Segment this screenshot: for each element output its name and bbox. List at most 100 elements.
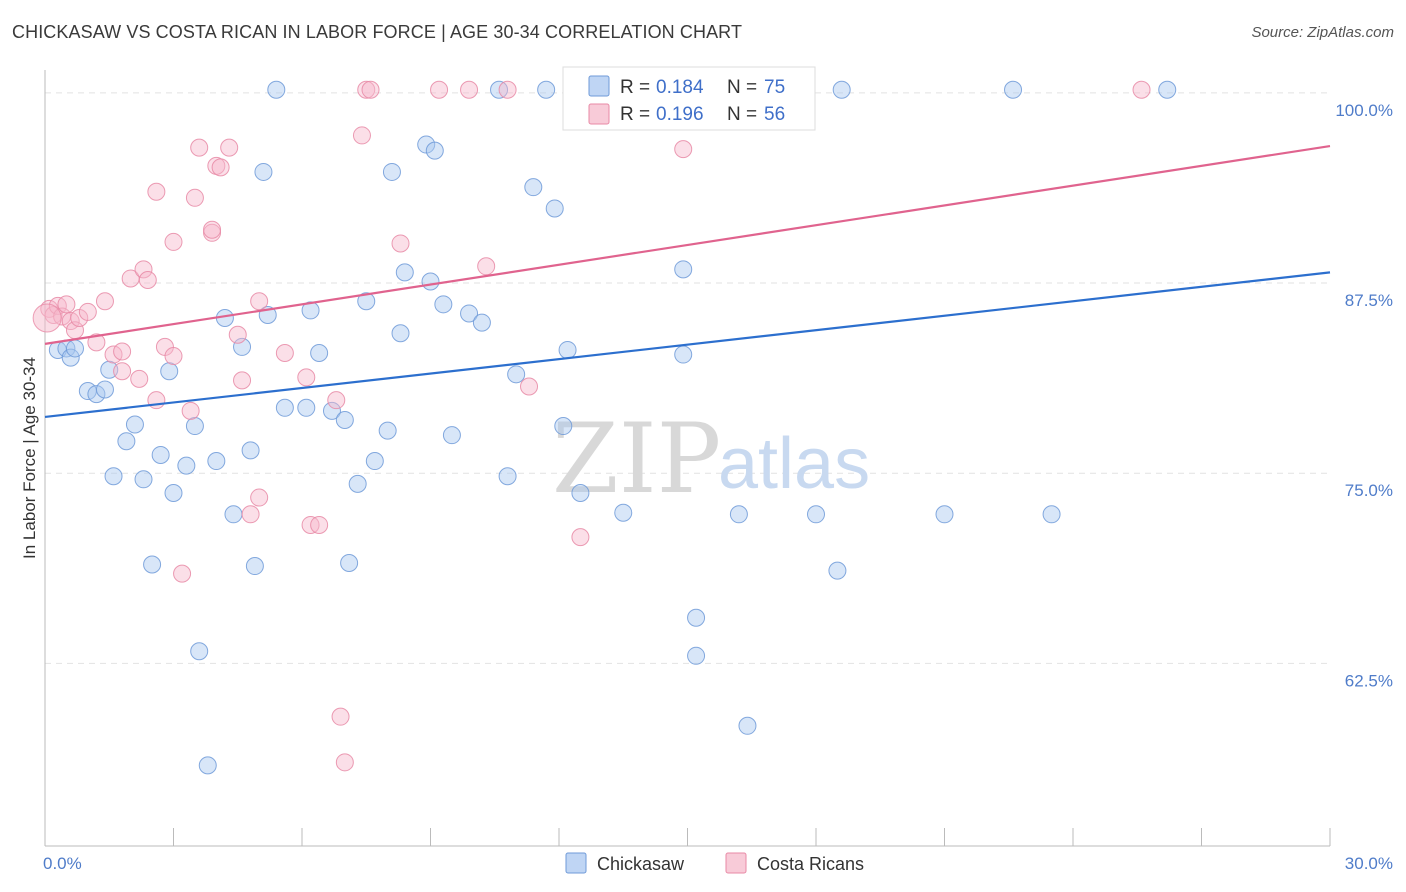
bottom-legend-chickasaw: Chickasaw <box>597 854 685 874</box>
watermark-zip: ZIP <box>552 403 721 515</box>
chickasaw-point <box>365 452 384 471</box>
chickasaw-point <box>395 263 414 282</box>
watermark: ZIP atlas <box>552 403 870 515</box>
chickasaw-point <box>442 426 461 445</box>
chickasaw-point <box>434 295 453 314</box>
costa-ricans-point <box>477 257 496 276</box>
chickasaw-point <box>537 80 556 99</box>
chickasaw-point <box>472 313 491 332</box>
chickasaw-point <box>391 324 410 343</box>
series-chickasaw-points <box>48 80 1177 775</box>
chickasaw-point <box>100 360 119 379</box>
chickasaw-point <box>104 467 123 486</box>
chickasaw-point <box>832 80 851 99</box>
costa-ricans-point <box>173 564 192 583</box>
costa-ricans-point <box>87 333 106 352</box>
chickasaw-point <box>807 505 825 524</box>
costa-ricans-point <box>185 188 204 207</box>
chickasaw-point <box>828 561 847 580</box>
chickasaw-point <box>558 340 577 359</box>
chickasaw-point <box>729 505 748 524</box>
legend-n-value: 56 <box>764 104 785 125</box>
chart-title: CHICKASAW VS COSTA RICAN IN LABOR FORCE … <box>12 22 743 42</box>
chickasaw-point <box>425 141 444 160</box>
costa-ricans-point <box>357 80 376 99</box>
legend-r-value: 0.196 <box>656 104 704 125</box>
chickasaw-point <box>233 337 252 356</box>
chickasaw-point <box>1042 505 1061 524</box>
costa-ricans-point <box>250 488 269 507</box>
chickasaw-point <box>421 272 440 291</box>
chickasaw-point <box>61 348 80 367</box>
bottom-legend-swatch-chickasaw <box>565 852 587 874</box>
costa-ricans-point <box>138 270 157 289</box>
chickasaw-point <box>198 756 217 775</box>
costa-ricans-point <box>498 80 517 99</box>
chickasaw-point <box>143 555 162 574</box>
chickasaw-point <box>117 432 136 451</box>
legend-r-value: 0.184 <box>656 77 704 98</box>
chickasaw-point <box>614 503 633 522</box>
chickasaw-point <box>378 421 397 440</box>
chickasaw-point <box>310 344 329 363</box>
chickasaw-point <box>348 474 367 493</box>
chickasaw-point <box>357 292 376 311</box>
chickasaw-point <box>151 445 170 464</box>
chart-source: Source: ZipAtlas.com <box>1251 24 1394 41</box>
costa-ricans-point <box>327 391 346 410</box>
chickasaw-point <box>545 199 564 218</box>
chickasaw-point <box>571 483 590 502</box>
costa-ricans-point <box>361 80 380 99</box>
costa-ricans-point <box>190 138 209 157</box>
chickasaw-point <box>687 646 706 665</box>
chickasaw-point <box>340 553 359 572</box>
costa-ricans-point <box>335 753 354 772</box>
chickasaw-point <box>674 260 693 279</box>
chickasaw-point <box>554 417 573 436</box>
costa-ricans-point <box>203 220 222 239</box>
chickasaw-point <box>241 441 260 460</box>
costa-ricans-point <box>181 401 200 420</box>
chickasaw-point <box>674 345 693 364</box>
chickasaw-point <box>164 483 183 502</box>
y-tick-label: 75.0% <box>1345 481 1393 500</box>
chickasaw-point <box>207 452 226 471</box>
costa-ricans-trend-line <box>44 144 1331 345</box>
bottom-legend-costa-ricans: Costa Ricans <box>757 854 864 874</box>
costa-ricans-point <box>297 368 316 387</box>
costa-ricans-point <box>95 292 114 311</box>
costa-ricans-point <box>520 377 539 396</box>
legend-n-value: 75 <box>764 77 785 98</box>
costa-ricans-point <box>250 292 269 311</box>
chickasaw-point <box>185 417 204 436</box>
chickasaw-point <box>335 410 354 429</box>
chickasaw-point <box>382 162 401 181</box>
chickasaw-point <box>65 339 84 358</box>
chickasaw-point <box>524 178 543 197</box>
legend-n-label: N = <box>727 104 757 125</box>
chickasaw-point <box>687 608 706 627</box>
legend-swatch-chickasaw <box>588 75 610 97</box>
chickasaw-point <box>267 80 286 99</box>
costa-ricans-point <box>220 138 239 157</box>
costa-ricans-point <box>130 369 149 388</box>
costa-ricans-point <box>228 325 247 344</box>
chickasaw-point <box>297 398 316 417</box>
chickasaw-point <box>224 505 243 524</box>
x-tick-labels: 0.0% 30.0% <box>43 854 1393 873</box>
legend-box: R = 0.184 N = 75 R = 0.196 N = 56 <box>562 66 816 131</box>
y-tick-label: 87.5% <box>1345 291 1393 310</box>
chickasaw-point <box>134 470 153 489</box>
chickasaw-point <box>190 642 209 661</box>
costa-ricans-point <box>460 80 479 99</box>
costa-ricans-point <box>275 344 294 363</box>
chickasaw-point <box>275 398 294 417</box>
chickasaw-point <box>507 365 526 384</box>
legend-r-label: R = <box>620 104 650 125</box>
chickasaw-point <box>160 362 179 381</box>
chickasaw-point <box>1158 80 1177 99</box>
chickasaw-point <box>460 304 479 323</box>
watermark-atlas: atlas <box>718 424 870 504</box>
costa-ricans-point <box>78 302 97 321</box>
